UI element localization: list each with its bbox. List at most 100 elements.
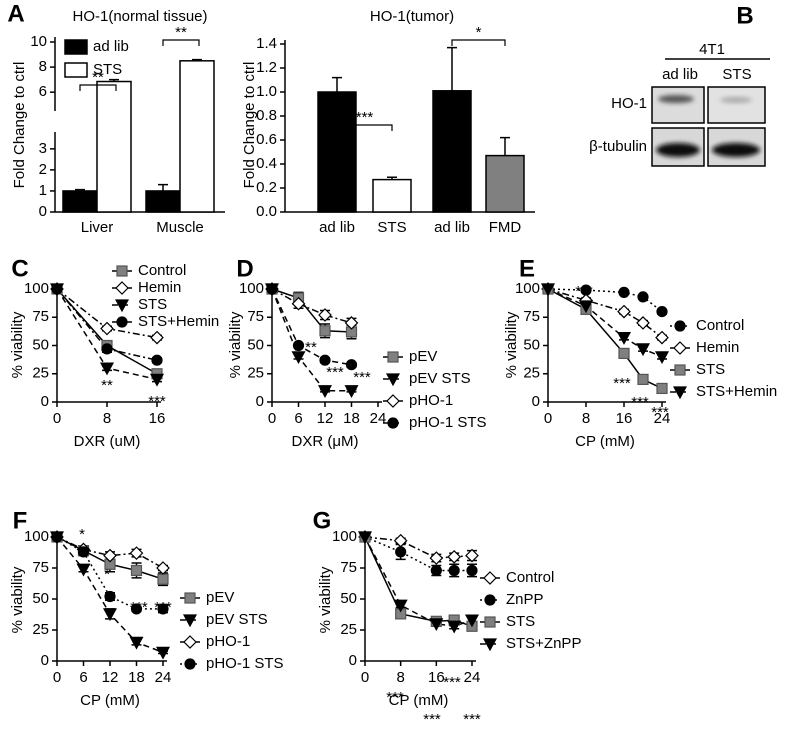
legend-label: Control xyxy=(506,569,554,586)
y-tick-label: 25 xyxy=(523,365,540,382)
significance-label: *** xyxy=(386,689,404,706)
significance-bracket xyxy=(162,39,200,46)
row-label: β-tubulin xyxy=(589,138,647,155)
y-axis-label: % viability xyxy=(227,311,244,378)
blot-box xyxy=(651,86,705,124)
data-point xyxy=(540,283,556,297)
x-axis-label: DXR (uM) xyxy=(74,433,141,450)
data-point xyxy=(466,564,478,577)
legend-label: pHO-1 xyxy=(409,392,453,409)
bar xyxy=(317,91,357,213)
significance-label: *** xyxy=(423,711,441,728)
lane-label: ad lib xyxy=(662,66,698,83)
data-point xyxy=(319,325,331,337)
y-tick-label: 50 xyxy=(32,590,49,607)
x-tick-label: 8 xyxy=(396,669,404,686)
panel-letter: G xyxy=(313,507,332,534)
legend-label: pEV xyxy=(206,589,234,606)
significance-label: *** xyxy=(443,674,461,691)
data-point xyxy=(616,331,632,345)
legend-label: Control xyxy=(138,262,186,279)
y-tick-label: 75 xyxy=(247,308,264,325)
data-point xyxy=(76,563,91,577)
y-tick-label: 1 xyxy=(39,182,47,199)
panel-letter: F xyxy=(13,507,28,534)
data-point xyxy=(637,373,649,385)
significance-label: * xyxy=(476,24,482,41)
x-axis-label: CP (mM) xyxy=(389,692,449,709)
series-line xyxy=(271,288,352,333)
data-point xyxy=(578,300,594,314)
x-tick-label: 6 xyxy=(79,669,87,686)
data-point xyxy=(156,561,170,575)
legend-label: STS+Hemin xyxy=(696,383,777,400)
bar xyxy=(96,80,132,213)
data-point xyxy=(655,330,669,345)
legend-marker xyxy=(116,316,128,328)
data-point xyxy=(465,548,479,563)
x-tick-label: 24 xyxy=(654,410,671,427)
x-axis-label: DXR (μM) xyxy=(292,433,359,450)
legend-label: STS xyxy=(696,361,725,378)
y-tick-label: 0 xyxy=(532,393,540,410)
y-axis-label: % viability xyxy=(317,566,334,633)
legend-label: pHO-1 xyxy=(206,633,250,650)
y-tick-label: 0.2 xyxy=(256,179,277,196)
legend-marker xyxy=(387,351,399,363)
legend-label: ad lib xyxy=(93,38,129,55)
panel-letter: B xyxy=(736,2,753,29)
legend-label: STS xyxy=(93,61,122,78)
y-axis-label: % viability xyxy=(503,311,520,378)
data-point xyxy=(357,531,373,545)
bar xyxy=(145,190,181,213)
y-tick-label: 1.2 xyxy=(256,59,277,76)
data-point xyxy=(319,354,331,366)
legend-label: STS xyxy=(506,613,535,630)
legend-label: pHO-1 STS xyxy=(409,414,487,431)
band xyxy=(656,143,700,157)
data-point xyxy=(291,296,306,311)
error-bar xyxy=(332,76,342,92)
legend-marker xyxy=(483,571,497,585)
data-point xyxy=(429,551,444,565)
row-label: HO-1 xyxy=(611,95,647,112)
data-point xyxy=(317,385,333,398)
x-tick-label: Muscle xyxy=(156,219,204,236)
y-tick-label: 50 xyxy=(32,336,49,353)
legend-marker xyxy=(184,592,196,604)
data-point xyxy=(103,548,117,563)
y-tick-label: 25 xyxy=(247,365,264,382)
data-point xyxy=(430,564,442,577)
bar xyxy=(62,190,98,213)
legend-marker xyxy=(115,281,129,295)
data-point xyxy=(464,614,480,628)
x-tick-label: 0 xyxy=(361,669,369,686)
significance-label: *** xyxy=(154,599,172,616)
series-line xyxy=(364,536,473,627)
data-point xyxy=(447,620,462,634)
y-tick-label: 1.4 xyxy=(256,35,277,52)
bar xyxy=(485,154,525,213)
data-point xyxy=(429,618,444,632)
chart-title: HO-1(normal tissue) xyxy=(72,8,207,25)
x-tick-label: ad lib xyxy=(319,219,355,236)
band xyxy=(720,97,752,103)
y-tick-label: 10 xyxy=(30,33,47,50)
data-point xyxy=(618,286,630,298)
data-point xyxy=(266,283,278,295)
legend-label: pEV xyxy=(409,348,437,365)
significance-label: ** xyxy=(101,377,113,394)
line-chart: 0 25 50 75 100 % viability E 0 8 16 24 CP (mM) Contr… xyxy=(503,255,777,450)
data-point xyxy=(618,347,630,360)
x-tick-label: 0 xyxy=(53,669,61,686)
x-tick-label: 0 xyxy=(268,410,276,427)
data-point xyxy=(635,343,651,357)
legend-marker xyxy=(484,594,496,606)
data-point xyxy=(129,636,144,650)
x-tick-label: ad lib xyxy=(434,219,470,236)
significance-label: ** xyxy=(92,69,104,86)
data-point xyxy=(656,306,668,318)
data-point xyxy=(102,608,118,622)
y-tick-label: 0 xyxy=(41,652,49,669)
